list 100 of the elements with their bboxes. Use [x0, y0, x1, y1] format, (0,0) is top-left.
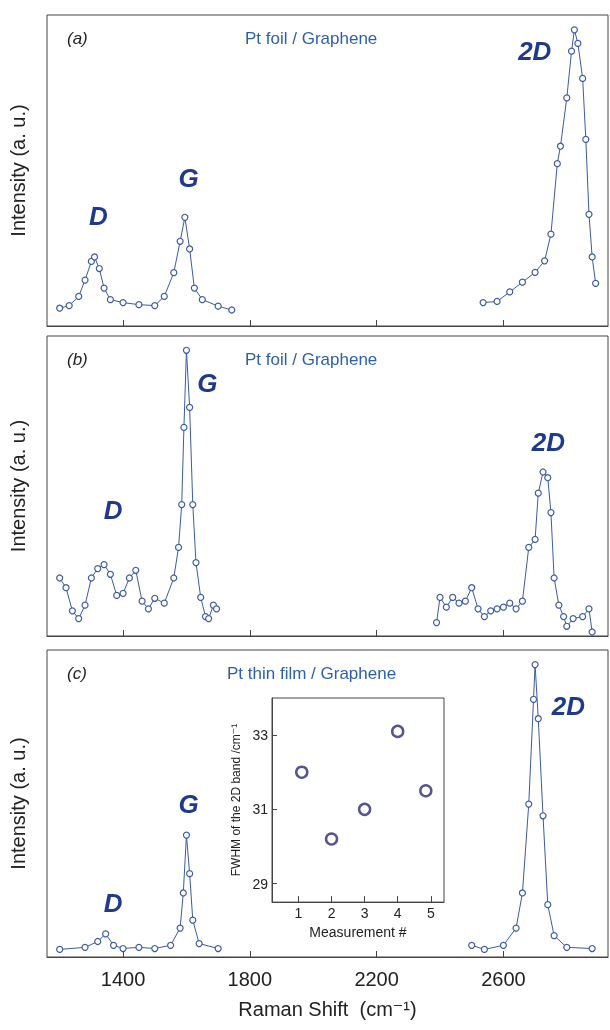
point — [442, 603, 450, 611]
y-tick-label: 31 — [252, 801, 269, 818]
point — [518, 889, 527, 897]
point — [186, 245, 194, 253]
point — [563, 943, 571, 951]
point — [518, 597, 527, 605]
annotation: 2D — [530, 426, 566, 457]
point — [588, 944, 596, 953]
point — [534, 489, 542, 497]
point — [94, 937, 102, 946]
point — [170, 574, 178, 582]
point — [176, 237, 184, 245]
point — [144, 605, 153, 613]
point — [357, 802, 372, 817]
point — [547, 230, 555, 238]
x-tick-label: 1800 — [227, 968, 273, 990]
y-tick-label: 29 — [252, 875, 269, 892]
y-axis-title: Intensity (a. u.) — [7, 737, 29, 870]
point — [480, 945, 488, 953]
point — [186, 870, 194, 878]
point — [214, 302, 222, 310]
x-tick-label: 5 — [426, 905, 435, 922]
annotation: D — [103, 495, 123, 526]
point — [419, 784, 433, 798]
point — [109, 941, 118, 949]
point — [119, 944, 127, 953]
point — [179, 889, 187, 897]
point — [81, 943, 89, 951]
point — [100, 560, 108, 569]
point — [541, 257, 549, 265]
chart-subtitle: Pt foil / Graphene — [245, 29, 378, 48]
point — [592, 279, 600, 287]
point — [174, 543, 183, 552]
point — [181, 213, 189, 221]
point — [560, 612, 568, 621]
point — [198, 296, 206, 304]
point — [547, 508, 555, 517]
point — [182, 831, 191, 839]
point — [512, 605, 520, 613]
point — [474, 605, 482, 613]
point — [579, 74, 587, 82]
point — [544, 901, 552, 909]
point — [518, 278, 527, 286]
point — [106, 296, 114, 304]
point — [493, 605, 501, 613]
point — [138, 597, 146, 605]
point — [113, 591, 121, 600]
point — [180, 423, 188, 432]
point — [534, 715, 542, 723]
point — [65, 301, 73, 310]
point — [588, 628, 596, 636]
point — [582, 135, 590, 143]
point — [531, 661, 539, 669]
point — [455, 599, 463, 607]
point — [94, 564, 102, 573]
point — [186, 403, 194, 412]
point — [100, 284, 108, 292]
point — [167, 941, 175, 949]
point — [135, 943, 143, 951]
point — [62, 584, 70, 592]
point — [570, 26, 578, 34]
point — [531, 535, 539, 544]
point — [432, 618, 441, 627]
point — [81, 276, 89, 284]
x-tick-label: 2200 — [354, 968, 399, 990]
point — [212, 605, 221, 613]
point — [119, 589, 127, 598]
point — [75, 614, 83, 623]
point — [87, 574, 95, 582]
point — [90, 253, 99, 261]
point — [569, 614, 577, 623]
point — [132, 566, 140, 574]
point — [205, 614, 213, 623]
point — [119, 299, 127, 307]
point — [68, 607, 76, 615]
x-axis-title: Raman Shift (cm⁻¹) — [238, 998, 417, 1020]
point — [176, 924, 184, 932]
point — [192, 558, 200, 567]
point — [525, 543, 533, 552]
point — [579, 612, 587, 621]
x-tick-label: 2 — [327, 905, 336, 922]
x-axis-title: Measurement # — [309, 924, 407, 940]
point — [160, 292, 168, 300]
annotation: G — [197, 368, 218, 399]
point — [151, 594, 159, 602]
point — [102, 930, 110, 938]
point — [106, 570, 114, 578]
point — [295, 765, 309, 779]
chart-title: (b) — [67, 350, 88, 369]
point — [468, 941, 476, 949]
point — [436, 593, 444, 602]
point — [182, 346, 191, 354]
chart-subtitle: Pt foil / Graphene — [245, 350, 378, 369]
point — [170, 269, 178, 277]
point — [480, 612, 488, 621]
point — [449, 593, 457, 602]
point — [555, 601, 563, 609]
point — [585, 210, 593, 218]
point — [189, 500, 197, 509]
point — [190, 284, 198, 292]
